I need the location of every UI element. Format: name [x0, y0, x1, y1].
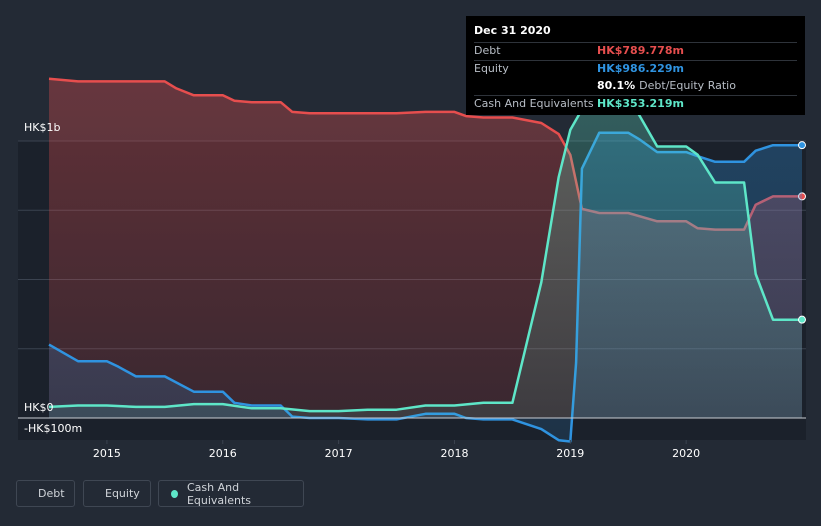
series-end-point-equity	[798, 141, 806, 150]
tooltip-row-ratio: 80.1% Debt/Equity Ratio	[474, 78, 797, 95]
legend-equity-label: Equity	[105, 487, 140, 500]
series-line-cash	[48, 95, 802, 413]
tooltip-equity-label: Equity	[474, 62, 509, 75]
tooltip-cash-label: Cash And Equivalents	[474, 97, 594, 110]
tooltip-equity-value: HK$986.229m	[597, 62, 684, 75]
y-tick-label: HK$1b	[24, 121, 60, 134]
x-tick-label: 2015	[93, 447, 121, 460]
legend-item-cash[interactable]: Cash And Equivalents	[158, 480, 304, 507]
tooltip-row-debt: Debt HK$789.778m	[474, 42, 797, 60]
legend-cash-label: Cash And Equivalents	[186, 480, 252, 507]
legend-item-debt[interactable]: Debt	[16, 480, 75, 507]
x-tick-label: 2018	[440, 447, 468, 460]
tooltip-debt-label: Debt	[474, 44, 501, 57]
tooltip-panel: Dec 31 2020 Debt HK$789.778m Equity HK$9…	[466, 16, 805, 115]
y-tick-label: -HK$100m	[24, 422, 82, 435]
series-end-point-cash	[798, 315, 806, 324]
area-cash	[49, 96, 802, 418]
tooltip-ratio-label: Debt/Equity Ratio	[639, 79, 736, 92]
legend-debt-label: Debt	[38, 487, 65, 500]
legend-item-equity[interactable]: Equity	[83, 480, 151, 507]
x-tick-label: 2020	[672, 447, 700, 460]
x-tick-label: 2017	[325, 447, 353, 460]
x-tick-label: 2019	[556, 447, 584, 460]
tooltip-debt-value: HK$789.778m	[597, 44, 684, 57]
legend-cash-dot	[171, 489, 178, 498]
x-tick-label: 2016	[209, 447, 237, 460]
y-tick-label: HK$0	[24, 401, 53, 414]
tooltip-cash-value: HK$353.219m	[597, 97, 684, 110]
tooltip-row-equity: Equity HK$986.229m	[474, 60, 797, 78]
tooltip-ratio-value: 80.1%	[597, 79, 636, 92]
tooltip-row-cash: Cash And Equivalents HK$353.219m	[474, 95, 797, 113]
tooltip-date: Dec 31 2020	[474, 24, 551, 37]
